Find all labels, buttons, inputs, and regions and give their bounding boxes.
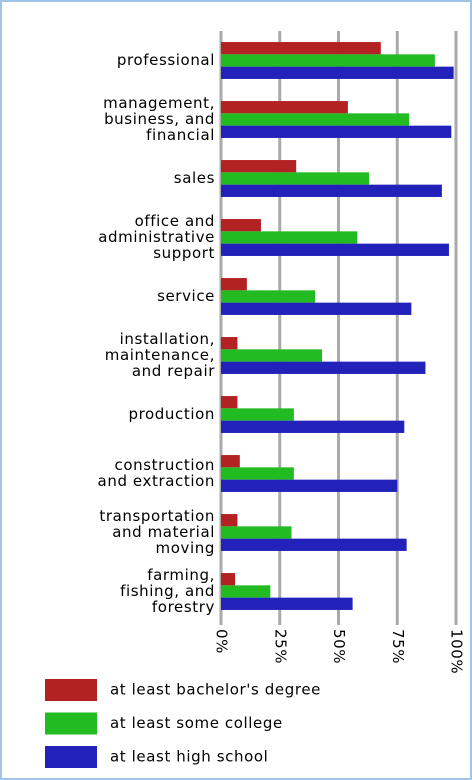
y-tick-label: office and	[135, 212, 215, 230]
y-tick-label: construction	[115, 456, 215, 474]
y-tick-label: financial	[146, 126, 215, 144]
bar	[221, 467, 294, 480]
bar	[221, 585, 271, 598]
bar	[221, 42, 381, 55]
x-tick-label: 25%	[271, 629, 289, 664]
bar	[221, 54, 435, 67]
y-tick-label: support	[153, 244, 215, 262]
bar	[221, 337, 238, 350]
bar	[221, 479, 398, 492]
bar	[221, 219, 261, 232]
y-tick-label: and extraction	[98, 472, 215, 490]
legend-label: at least high school	[110, 748, 268, 766]
y-tick-label: professional	[117, 51, 215, 69]
bar	[221, 184, 442, 197]
bar	[221, 290, 315, 303]
bar	[221, 302, 412, 315]
bar	[221, 538, 407, 551]
y-tick-label: farming,	[147, 566, 215, 584]
bar	[221, 113, 409, 126]
bar	[221, 125, 452, 138]
y-tick-label: service	[157, 287, 215, 305]
y-tick-label: production	[128, 405, 215, 423]
y-tick-label: transportation	[99, 507, 215, 525]
bar	[221, 455, 240, 468]
y-tick-label: management,	[103, 94, 215, 112]
x-tick-label: 100%	[448, 629, 466, 674]
bar	[221, 66, 454, 79]
legend-swatch	[45, 679, 97, 701]
bar	[221, 573, 236, 586]
y-tick-label: sales	[174, 169, 215, 187]
bar	[221, 361, 426, 374]
bar	[221, 243, 449, 256]
bar	[221, 514, 238, 527]
y-tick-label: business, and	[104, 110, 215, 128]
y-tick-label: administrative	[98, 228, 215, 246]
x-tick-label: 50%	[330, 629, 348, 664]
bar	[221, 172, 370, 185]
y-tick-label: installation,	[120, 330, 215, 348]
legend-swatch	[45, 746, 97, 768]
y-tick-label: fishing, and	[120, 582, 215, 600]
y-tick-label: forestry	[152, 598, 215, 616]
bar	[221, 408, 294, 421]
y-tick-label: moving	[156, 539, 215, 557]
bar	[221, 160, 297, 173]
bar	[221, 420, 405, 433]
y-tick-label: and material	[112, 523, 215, 541]
legend-label: at least bachelor's degree	[110, 681, 321, 699]
bar	[221, 101, 348, 114]
bar	[221, 526, 292, 539]
y-tick-label: maintenance,	[105, 346, 215, 364]
legend-label: at least some college	[110, 714, 283, 732]
legend-swatch	[45, 712, 97, 735]
bar	[221, 278, 247, 291]
y-tick-label: and repair	[132, 362, 215, 380]
x-tick-label: 0%	[213, 629, 231, 654]
bar	[221, 396, 238, 409]
x-tick-label: 75%	[389, 629, 407, 664]
bar	[221, 597, 353, 610]
bar	[221, 231, 358, 244]
bar	[221, 349, 323, 362]
